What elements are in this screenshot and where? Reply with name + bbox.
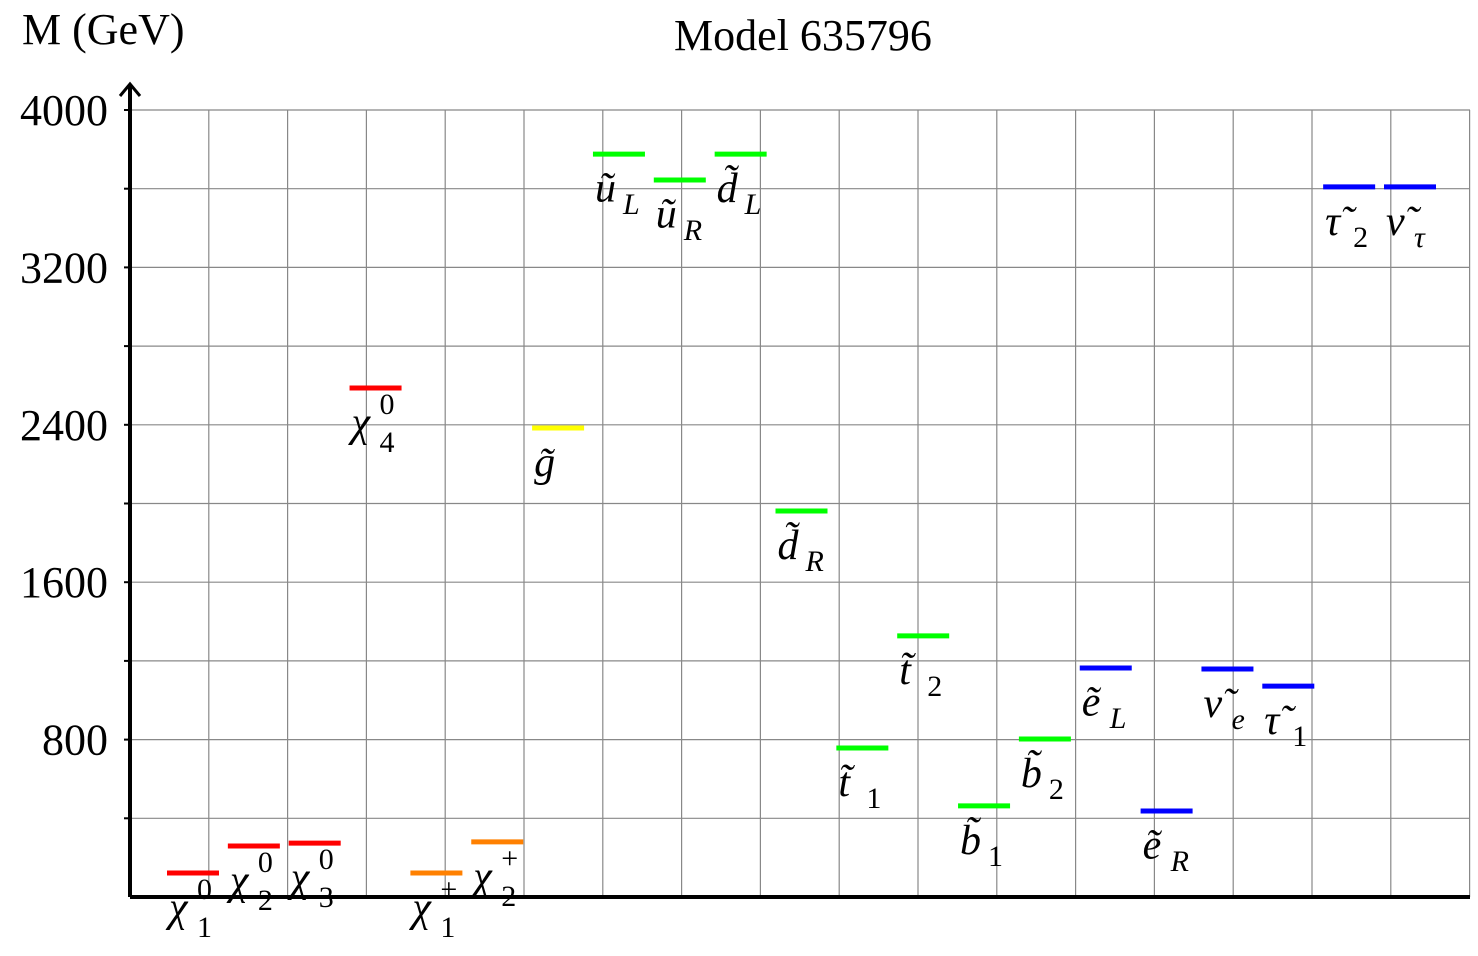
level-label: d̃ L <box>717 165 762 222</box>
label-symbol: χ <box>165 885 189 931</box>
label-sub: 1 <box>1292 720 1307 753</box>
label-symbol: g̃ <box>534 440 555 486</box>
label-symbol: χ <box>408 885 432 931</box>
level-label: t̃ 1 <box>838 760 881 815</box>
level-label: d̃ R <box>778 521 824 578</box>
label-sup: 0 <box>197 873 212 906</box>
label-symbol: ũ <box>656 192 677 238</box>
label-sup: + <box>501 842 518 875</box>
label-sub: 2 <box>1353 221 1368 254</box>
label-sub: 1 <box>440 911 455 944</box>
label-sup: + <box>440 873 457 906</box>
label-symbol: t̃ <box>899 648 916 694</box>
level-label: χ +2 <box>469 842 518 913</box>
label-sub: L <box>1109 702 1127 735</box>
level-label: ν̃ e <box>1203 681 1244 736</box>
level-label: τ̃ 2 <box>1325 199 1368 254</box>
label-symbol: χ <box>348 400 372 446</box>
label-sup: 0 <box>319 843 334 876</box>
label-sub: 4 <box>380 426 395 459</box>
y-tick-label: 4000 <box>20 86 108 135</box>
level-label: χ +1 <box>408 873 457 944</box>
label-symbol: ẽ <box>1143 823 1163 869</box>
label-sub: τ <box>1414 221 1426 254</box>
label-sub: 3 <box>319 881 334 914</box>
level-label: b̃ 2 <box>1021 750 1064 806</box>
level-label: b̃ 1 <box>960 817 1003 873</box>
label-sub: L <box>622 188 640 221</box>
label-sub: R <box>683 214 702 247</box>
label-sub: R <box>1170 845 1189 878</box>
label-sub: R <box>805 545 824 578</box>
label-symbol: ũ <box>595 166 616 212</box>
level-label: τ̃ 1 <box>1264 698 1307 753</box>
label-sub: 1 <box>988 840 1003 873</box>
label-symbol: χ <box>226 858 250 904</box>
label-sub: L <box>744 188 762 221</box>
label-symbol: χ <box>287 855 311 901</box>
label-sub: 1 <box>866 782 881 815</box>
level-label: g̃ <box>534 440 555 486</box>
label-symbol: b̃ <box>1021 750 1042 797</box>
y-tick-label: 1600 <box>20 558 108 607</box>
label-sub: e <box>1231 703 1244 736</box>
label-sub: 1 <box>197 911 212 944</box>
level-label: ν̃ τ <box>1386 199 1426 254</box>
label-sub: 2 <box>258 884 273 917</box>
label-sub: 2 <box>1049 773 1064 806</box>
label-symbol: b̃ <box>960 817 981 864</box>
label-sub: 2 <box>927 670 942 703</box>
level-label: t̃ 2 <box>899 648 942 703</box>
y-axis-arrow <box>118 81 142 97</box>
y-tick-label: 3200 <box>20 243 108 292</box>
label-symbol: d̃ <box>778 521 801 569</box>
chart-title: Model 635796 <box>674 11 932 60</box>
y-tick-label: 2400 <box>20 401 108 450</box>
label-symbol: d̃ <box>717 165 740 213</box>
label-symbol: ẽ <box>1082 680 1102 726</box>
label-symbol: χ <box>469 854 493 900</box>
label-symbol: t̃ <box>838 760 855 806</box>
label-sup: 0 <box>380 388 395 421</box>
y-axis-label: M (GeV) <box>22 5 185 54</box>
label-sub: 2 <box>501 880 516 913</box>
label-sup: 0 <box>258 846 273 879</box>
y-tick-label: 800 <box>42 716 108 765</box>
